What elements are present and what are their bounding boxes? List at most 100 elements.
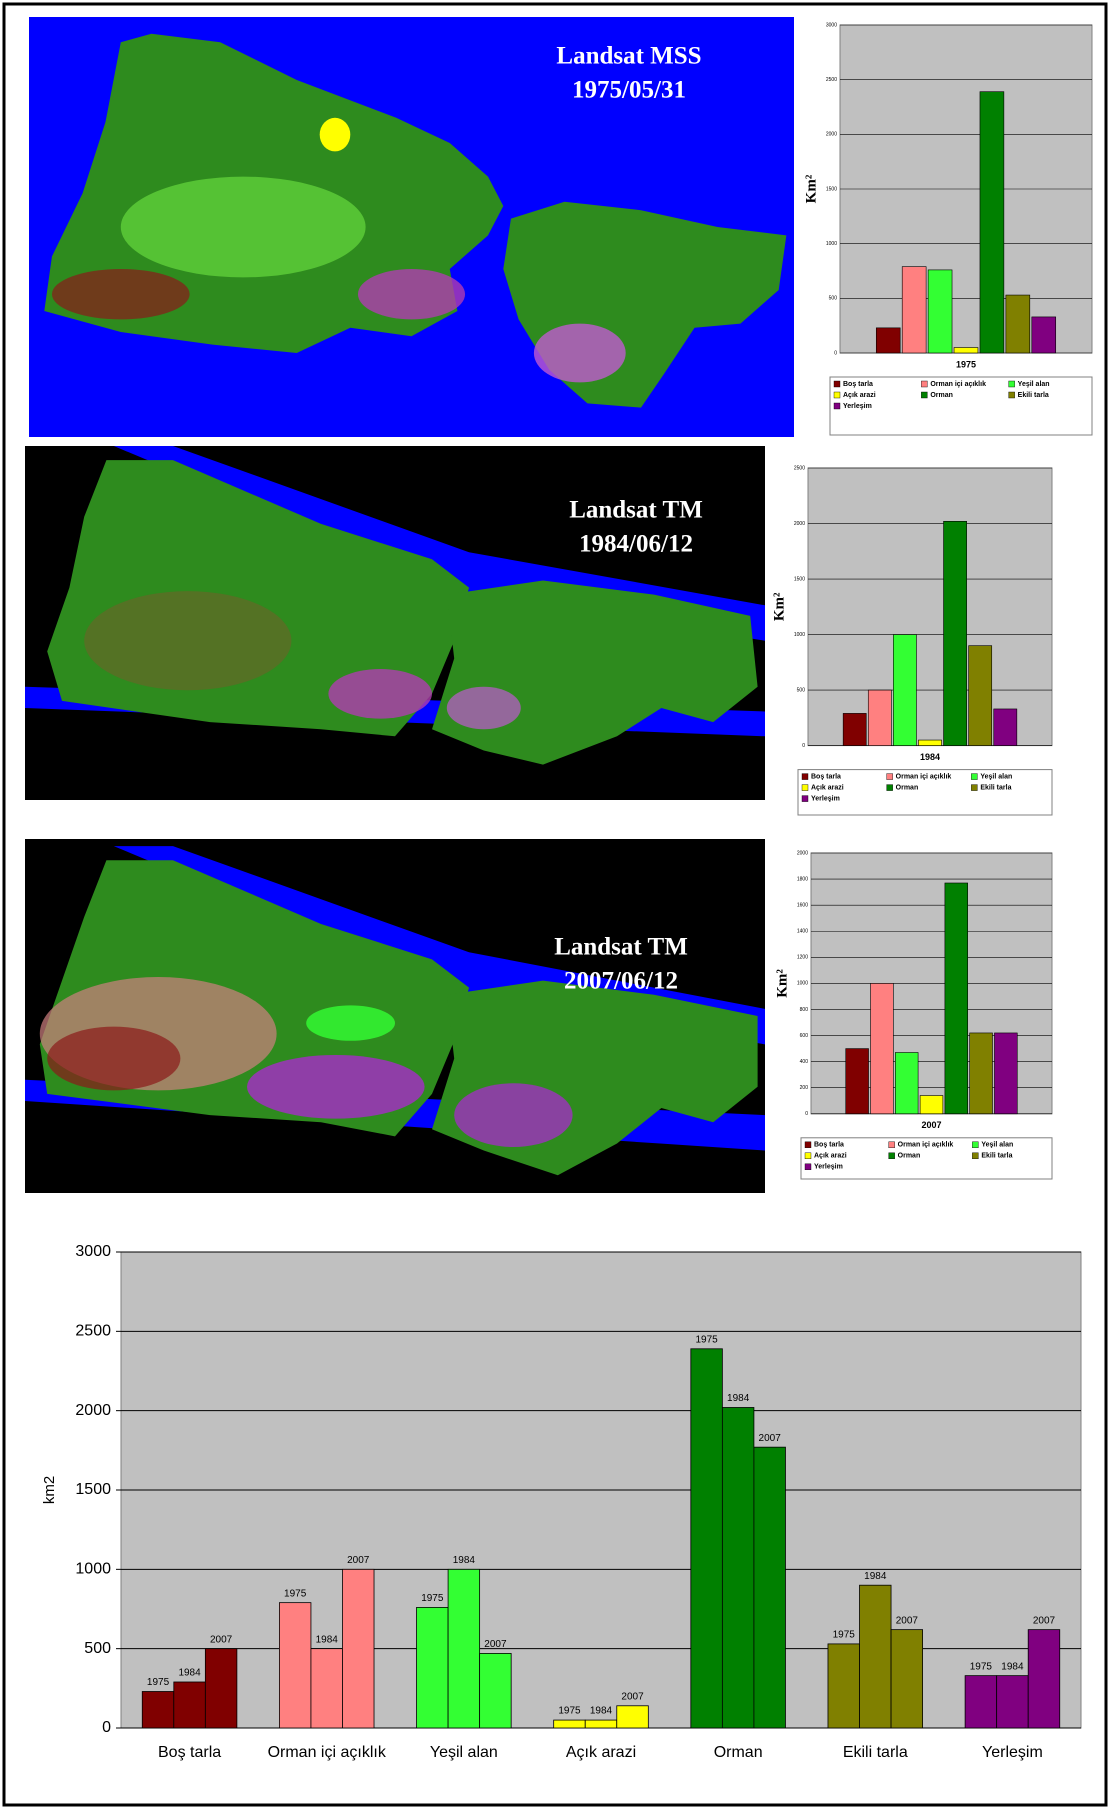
- bar: [969, 646, 992, 746]
- legend-label: Orman: [896, 784, 919, 791]
- bar: [617, 1706, 649, 1728]
- legend-swatch: [971, 774, 977, 780]
- y-tick-label: 1400: [797, 929, 808, 935]
- y-tick-label: 2000: [797, 850, 808, 856]
- map-date: 1984/06/12: [579, 531, 693, 558]
- bar: [895, 1053, 918, 1114]
- bar: [920, 1096, 943, 1114]
- bar: [1032, 317, 1056, 353]
- bar-year-label: 1975: [421, 1593, 444, 1604]
- bar-year-label: 2007: [210, 1634, 233, 1645]
- legend-swatch: [921, 381, 927, 387]
- bar: [448, 1569, 480, 1728]
- legend-label: Açık arazi: [843, 392, 876, 399]
- y-tick-label: 3000: [75, 1243, 111, 1260]
- x-tick-label: Orman: [714, 1744, 763, 1761]
- bar: [1028, 1630, 1060, 1728]
- y-tick-label: 1500: [75, 1481, 111, 1498]
- bar: [928, 270, 952, 353]
- legend-label: Orman içi açıklık: [896, 773, 952, 780]
- legend-swatch: [802, 774, 808, 780]
- legend-swatch: [805, 1142, 811, 1148]
- legend-label: Orman içi açıklık: [898, 1142, 954, 1149]
- legend-swatch: [972, 1142, 978, 1148]
- y-tick-label: 1800: [797, 876, 808, 882]
- legend-label: Yeşil alan: [981, 1142, 1013, 1149]
- bar: [944, 521, 967, 745]
- legend-swatch: [972, 1153, 978, 1159]
- bar-year-label: 2007: [621, 1691, 644, 1702]
- bar: [554, 1720, 586, 1728]
- legend-swatch: [834, 392, 840, 398]
- y-tick-label: 2000: [75, 1402, 111, 1419]
- y-tick-label: 1000: [75, 1561, 111, 1578]
- bar: [279, 1603, 311, 1728]
- bar-year-label: 2007: [896, 1615, 919, 1626]
- y-tick-label: 0: [802, 743, 805, 749]
- legend-swatch: [1009, 381, 1015, 387]
- map-date: 2007/06/12: [564, 968, 678, 995]
- bar: [918, 740, 941, 746]
- bar-year-label: 2007: [347, 1555, 370, 1566]
- bar: [994, 709, 1017, 746]
- y-tick-label: 1600: [797, 902, 808, 908]
- bar: [828, 1644, 860, 1728]
- legend-swatch: [805, 1164, 811, 1170]
- y-tick-label: 1200: [797, 955, 808, 961]
- bar: [965, 1676, 997, 1728]
- legend-label: Yerleşim: [843, 403, 872, 410]
- map-sensor: Landsat TM: [569, 497, 703, 524]
- y-axis-label: Km²: [774, 969, 790, 998]
- legend-label: Orman: [898, 1153, 921, 1160]
- y-tick-label: 1500: [794, 576, 805, 582]
- bar: [945, 883, 968, 1114]
- legend-label: Yerleşim: [811, 795, 840, 802]
- bar-year-label: 1975: [833, 1630, 856, 1641]
- legend-swatch: [802, 785, 808, 791]
- y-tick-label: 0: [834, 350, 837, 356]
- y-tick-label: 600: [800, 1033, 809, 1039]
- y-tick-label: 500: [84, 1640, 111, 1657]
- y-tick-label: 1000: [826, 241, 837, 247]
- legend-label: Orman: [930, 392, 953, 399]
- y-tick-label: 1000: [794, 632, 805, 638]
- y-tick-label: 2000: [794, 521, 805, 527]
- legend-label: Boş tarla: [811, 773, 841, 780]
- legend-label: Orman içi açıklık: [930, 381, 986, 388]
- bar-year-label: 1975: [147, 1677, 170, 1688]
- y-tick-label: 2500: [75, 1323, 111, 1340]
- x-tick-label: Yeşil alan: [430, 1744, 498, 1761]
- legend-label: Açık arazi: [814, 1153, 847, 1160]
- y-tick-label: 1500: [826, 186, 837, 192]
- bar-year-label: 1984: [1001, 1661, 1024, 1672]
- bar: [980, 92, 1004, 353]
- legend-label: Yeşil alan: [1018, 381, 1050, 388]
- y-tick-label: 400: [800, 1059, 809, 1065]
- x-tick-label: Orman içi açıklık: [268, 1744, 387, 1761]
- legend-label: Açık arazi: [811, 784, 844, 791]
- plot-area: [808, 468, 1052, 746]
- x-tick-label: Yerleşim: [982, 1744, 1043, 1761]
- legend-swatch: [887, 785, 893, 791]
- legend-swatch: [889, 1153, 895, 1159]
- bar-year-label: 1975: [558, 1706, 581, 1717]
- y-tick-label: 500: [829, 296, 838, 302]
- bar-year-label: 1984: [453, 1555, 476, 1566]
- bar: [691, 1349, 723, 1728]
- legend-swatch: [889, 1142, 895, 1148]
- y-tick-label: 2000: [826, 132, 837, 138]
- bar: [585, 1720, 617, 1728]
- y-tick-label: 2500: [826, 77, 837, 83]
- y-axis-label: Km²: [803, 174, 819, 203]
- bar-year-label: 1984: [178, 1668, 201, 1679]
- bar: [142, 1692, 174, 1728]
- bar: [970, 1033, 993, 1114]
- map-date: 1975/05/31: [572, 77, 686, 104]
- bar-year-label: 2007: [759, 1433, 782, 1444]
- bar-year-label: 1975: [284, 1588, 307, 1599]
- bar: [994, 1033, 1017, 1114]
- bar: [311, 1649, 343, 1728]
- y-tick-label: 0: [102, 1719, 111, 1736]
- y-tick-label: 500: [797, 687, 806, 693]
- bar: [902, 267, 926, 353]
